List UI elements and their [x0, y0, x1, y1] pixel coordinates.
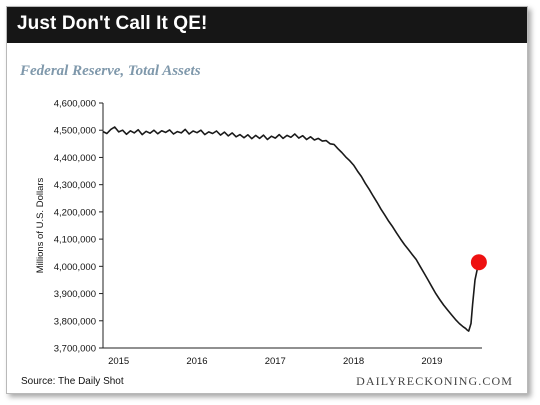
series-line: [102, 126, 480, 332]
title-bar: Just Don't Call It QE!: [7, 7, 527, 43]
y-tick-label: 4,300,000: [54, 180, 96, 191]
y-tick-label: 3,900,000: [54, 289, 96, 300]
y-tick-label: 4,200,000: [54, 207, 96, 218]
y-tick-label: 4,400,000: [54, 153, 96, 164]
y-tick-label: 4,100,000: [54, 235, 96, 246]
y-tick-label: 4,500,000: [54, 126, 96, 137]
line-chart: 3,700,000 3,800,000 3,900,000 4,000,000 4,10…: [35, 99, 487, 367]
brand-logo: DAILYRECKONING.COM: [356, 374, 513, 388]
chart-title: Just Don't Call It QE!: [17, 13, 208, 34]
y-tick-label: 4,000,000: [54, 262, 96, 273]
y-tick-label: 3,700,000: [54, 344, 96, 355]
y-axis-label: Millions of U.S. Dollars: [35, 177, 46, 273]
source-note: Source: The Daily Shot: [21, 376, 124, 387]
y-tick-label: 3,800,000: [54, 316, 96, 327]
chart-subtitle: Federal Reserve, Total Assets: [20, 63, 201, 79]
x-tick-label: 2015: [108, 356, 129, 367]
x-tick-label: 2016: [186, 356, 207, 367]
x-tick-label: 2017: [265, 356, 286, 367]
y-tick-label: 4,600,000: [54, 99, 96, 110]
last-point-marker: [470, 254, 487, 271]
x-tick-label: 2019: [421, 356, 442, 367]
x-tick-label: 2018: [343, 356, 364, 367]
chart-frame: Just Don't Call It QE! Federal Reserve, …: [6, 6, 528, 394]
